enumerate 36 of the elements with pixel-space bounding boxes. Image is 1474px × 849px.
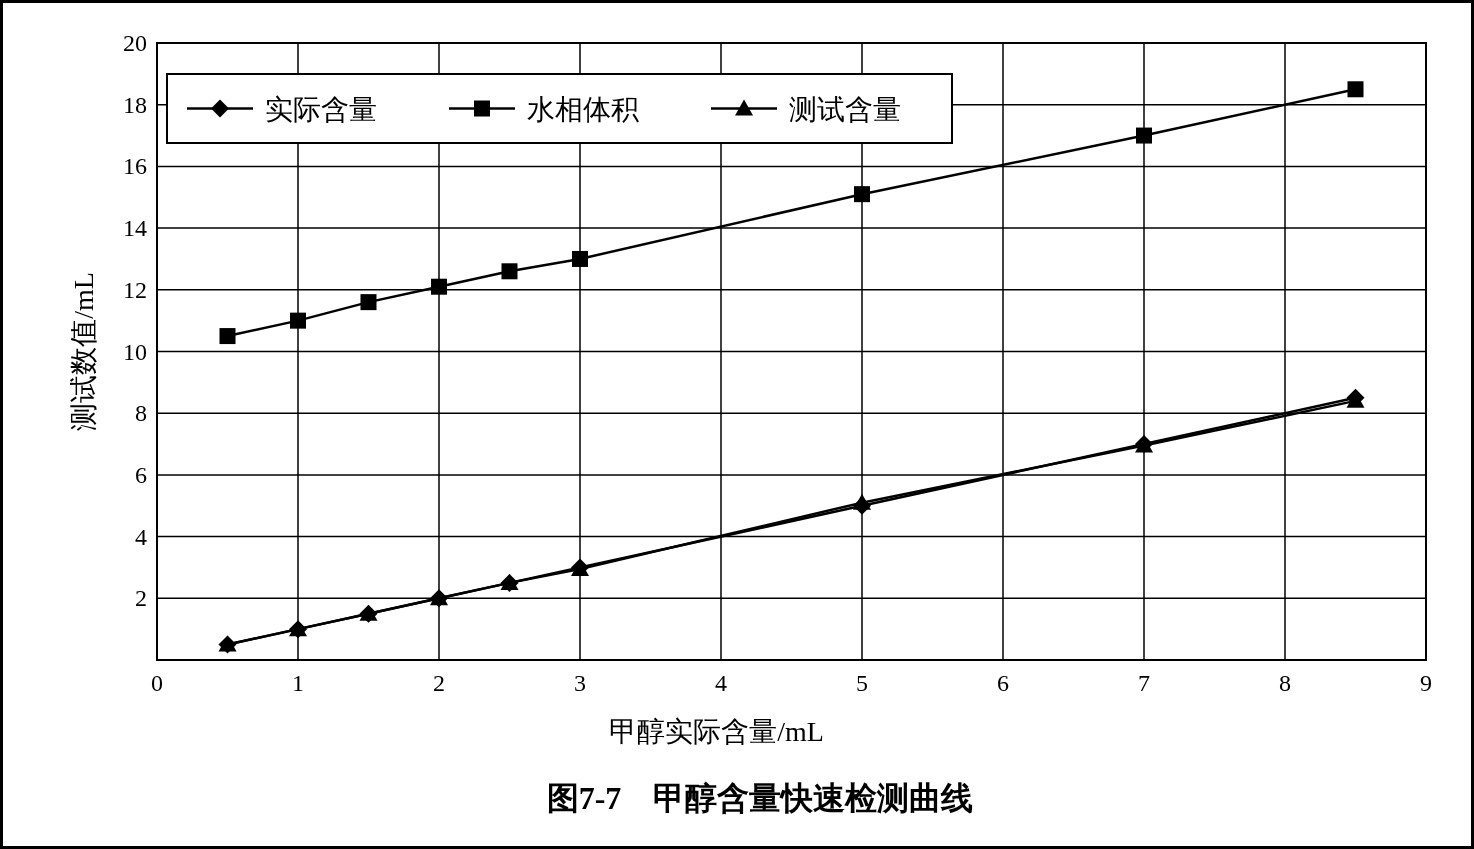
x-tick-label: 2 — [433, 670, 445, 696]
point — [854, 186, 870, 203]
point — [431, 278, 447, 295]
x-tick-label: 5 — [856, 670, 868, 696]
point — [853, 493, 871, 510]
point — [219, 328, 236, 345]
y-tick-label: 4 — [135, 523, 147, 550]
y-tick-label: 20 — [123, 30, 147, 56]
y-tick-label: 12 — [123, 276, 147, 303]
point — [572, 250, 588, 267]
y-axis-title: 测试数值/mL — [68, 272, 99, 431]
point — [290, 312, 306, 329]
y-tick-label: 14 — [123, 215, 147, 242]
text: 图7-7 甲醇含量快速检测曲线 — [546, 780, 974, 816]
legend-label: 水相体积 — [527, 93, 639, 125]
y-tick-label: 2 — [135, 585, 147, 612]
x-tick-label: 6 — [997, 670, 1009, 696]
y-tick-label: 6 — [135, 461, 147, 488]
legend-label: 实际含量 — [265, 93, 377, 125]
x-tick-label: 3 — [574, 670, 586, 696]
x-tick-label: 4 — [715, 670, 727, 696]
x-tick-label: 0 — [151, 670, 163, 696]
y-tick-label: 18 — [123, 91, 147, 118]
x-tick-label: 7 — [1138, 670, 1150, 696]
point — [1136, 127, 1152, 144]
y-tick-label: 8 — [135, 400, 147, 427]
x-axis-title: 甲醇实际含量/mL — [609, 716, 824, 747]
point — [501, 263, 518, 280]
x-tick-label: 8 — [1279, 670, 1291, 696]
legend-label: 测试含量 — [789, 93, 901, 125]
x-tick-label: 9 — [1420, 670, 1432, 696]
x-tick-label: 1 — [292, 670, 304, 696]
y-tick-label: 16 — [123, 153, 147, 180]
y-tick-label: 10 — [123, 338, 147, 365]
point — [360, 294, 377, 311]
point — [1347, 81, 1364, 98]
